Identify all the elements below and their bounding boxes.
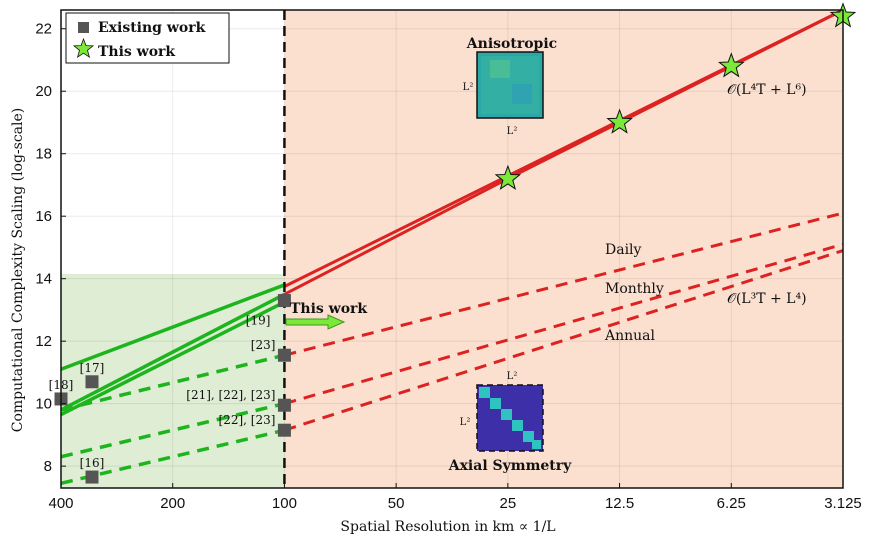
axial-x-label: L² [507, 371, 518, 382]
reference-label: [16] [80, 456, 105, 470]
y-tick-label: 12 [35, 333, 52, 350]
this-work-star-marker [718, 52, 745, 78]
axial-y-label: L² [460, 417, 471, 428]
series-line-0 [60, 283, 286, 371]
series-line-9 [284, 242, 844, 406]
anisotropic-matrix-inset: Anisotropic L² L² [463, 36, 558, 137]
series-line-1 [60, 292, 286, 412]
reference-label: [19] [246, 314, 271, 328]
this-work-star-marker [606, 108, 633, 134]
legend-this-work-label: This work [98, 44, 175, 60]
legend-square-marker [78, 22, 89, 33]
existing-work-marker [277, 423, 291, 437]
x-tick-label: 25 [500, 495, 517, 512]
series-line-5 [60, 428, 285, 486]
reference-label: [17] [80, 361, 105, 375]
background-regions [61, 10, 843, 488]
existing-work-marker [85, 375, 99, 389]
y-axis-ticks: 8 10 12 14 16 18 20 22 [35, 21, 66, 475]
axial-symmetry-matrix-inset: L² L² Axial Symmetry [448, 371, 572, 474]
complexity-high-label: 𝒪(L⁴T + L⁶) [727, 82, 807, 98]
axial-title: Axial Symmetry [448, 458, 572, 474]
anisotropic-title: Anisotropic [466, 36, 557, 52]
existing-work-marker [277, 348, 291, 362]
legend-star-marker [72, 37, 95, 59]
x-axis-ticks: 400 200 100 50 25 12.5 6.25 3.125 [48, 483, 862, 512]
x-tick-label: 400 [48, 495, 73, 512]
y-tick-label: 8 [44, 458, 52, 475]
series-line-4 [60, 401, 285, 459]
y-tick-label: 16 [35, 208, 52, 225]
series-lines [60, 8, 844, 486]
legend-existing-label: Existing work [98, 20, 206, 36]
y-tick-label: 14 [35, 271, 52, 288]
legend: Existing work This work [65, 12, 230, 64]
this-work-arrow: This work [285, 301, 367, 330]
reference-label: [22], [23] [219, 413, 276, 427]
this-work-arrow-label: This work [290, 301, 367, 317]
annual-label: Annual [604, 328, 656, 344]
complexity-low-label: 𝒪(L³T + L⁴) [727, 291, 807, 307]
x-tick-label: 50 [388, 495, 405, 512]
x-tick-label: 100 [272, 495, 297, 512]
this-work-star-marker [494, 164, 522, 190]
x-tick-label: 12.5 [605, 495, 634, 512]
y-tick-label: 22 [35, 21, 52, 38]
y-axis-label: Computational Complexity Scaling (log-sc… [10, 108, 26, 433]
x-tick-label: 200 [160, 495, 185, 512]
series-line-8 [284, 211, 844, 357]
series-line-10 [283, 249, 844, 432]
x-tick-label: 3.125 [824, 495, 862, 512]
reference-label: [21], [22], [23] [186, 388, 275, 402]
monthly-label: Monthly [605, 281, 664, 297]
series-line-3 [60, 353, 285, 412]
existing-work-marker [85, 470, 99, 484]
existing-work-marker [277, 294, 291, 308]
series-line-2 [60, 300, 286, 417]
plot-frame [60, 9, 844, 489]
reference-label: [23] [251, 338, 276, 352]
daily-label: Daily [605, 242, 642, 258]
this-work-region [284, 10, 843, 488]
x-tick-label: 6.25 [717, 495, 746, 512]
y-tick-label: 20 [35, 83, 52, 100]
anisotropic-y-label: L² [463, 82, 474, 93]
y-tick-label: 10 [35, 396, 52, 413]
anisotropic-x-label: L² [507, 126, 518, 137]
x-axis-label: Spatial Resolution in km ∝ 1/L [340, 519, 555, 535]
y-tick-label: 18 [35, 146, 52, 163]
existing-work-marker [277, 398, 291, 412]
